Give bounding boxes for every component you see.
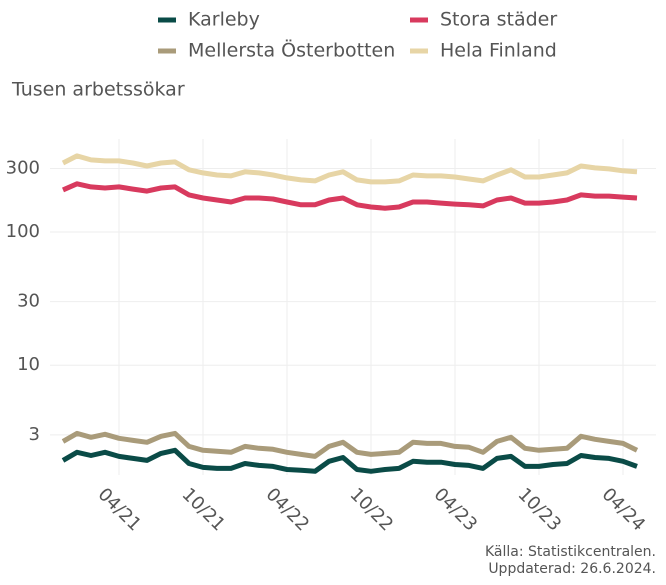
legend-label: Mellersta Österbotten — [188, 39, 395, 62]
x-tick-label: 10/23 — [514, 484, 566, 536]
series-line — [61, 153, 638, 185]
source: Källa: Statistikcentralen. — [485, 544, 656, 560]
x-tick-label: 10/21 — [178, 484, 230, 536]
series-line — [61, 430, 639, 459]
x-tick-label: 10/22 — [346, 484, 398, 536]
legend-label: Karleby — [188, 9, 260, 31]
y-tick-label: 300 — [6, 157, 40, 178]
y-tick-label: 30 — [17, 291, 40, 312]
series-line — [62, 181, 638, 211]
x-tick-label: 04/23 — [430, 484, 482, 536]
y-axis-label: Tusen arbetssökar — [11, 79, 185, 101]
series-line — [61, 447, 638, 474]
y-tick-label: 10 — [17, 354, 40, 375]
y-tick-label: 100 — [6, 221, 40, 242]
legend-label: Hela Finland — [440, 40, 557, 62]
x-tick-label: 04/22 — [262, 484, 314, 536]
updated: Uppdaterad: 26.6.2024. — [488, 561, 656, 577]
y-tick-label: 3 — [29, 424, 40, 445]
legend-label: Stora städer — [440, 9, 557, 31]
x-tick-label: 04/21 — [94, 484, 146, 536]
x-tick-label: 04/24 — [598, 484, 650, 536]
